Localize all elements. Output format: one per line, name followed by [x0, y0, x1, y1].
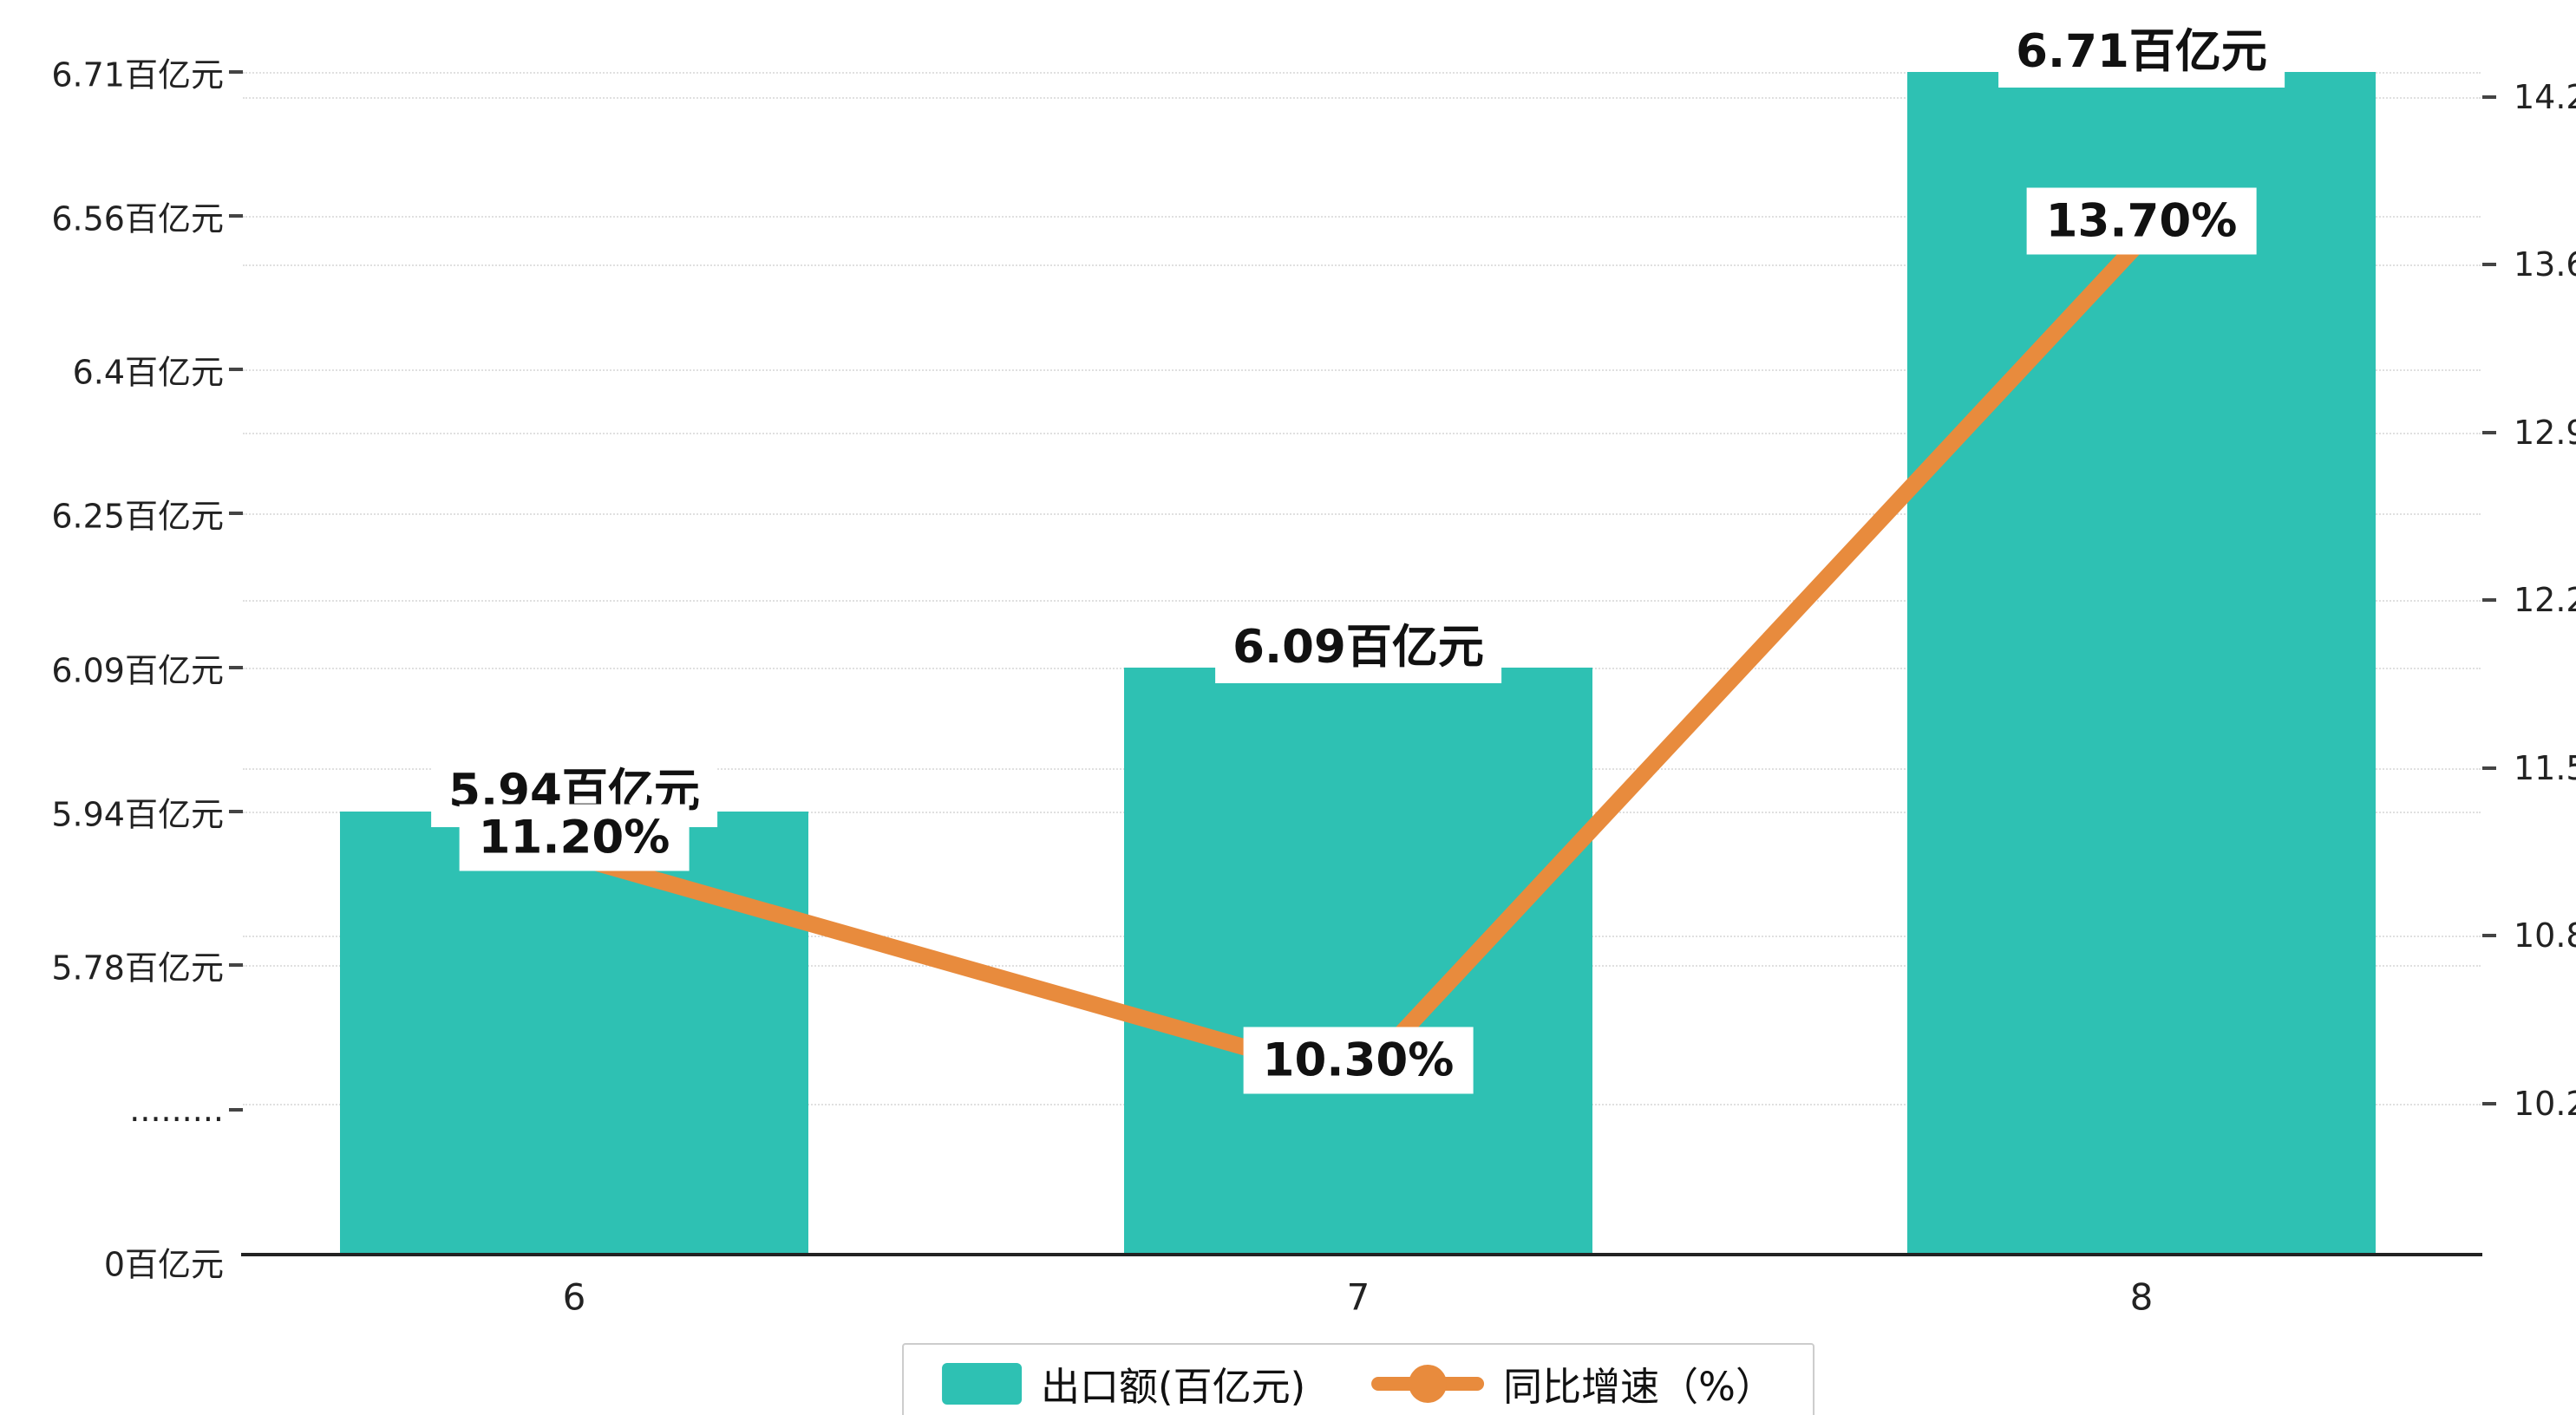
legend-line-marker-icon	[1371, 1364, 1485, 1403]
export-bar	[1124, 668, 1592, 1255]
left-axis-tick-label: 6.4百亿元	[72, 353, 224, 392]
export-bar	[1907, 72, 2376, 1255]
left-axis-tick-mark	[229, 1108, 243, 1112]
x-axis-tick-label: 8	[2129, 1275, 2154, 1319]
right-axis-tick-label: 11.56	[2514, 749, 2576, 787]
left-axis-tick-mark	[229, 70, 243, 74]
left-axis-tick-mark	[229, 666, 243, 669]
gridline	[243, 369, 2481, 371]
x-axis-tick-label: 6	[562, 1275, 586, 1319]
left-axis-tick-mark	[229, 810, 243, 813]
right-axis-tick-mark	[2482, 431, 2496, 434]
left-axis-tick-mark	[229, 512, 243, 515]
gridline	[243, 264, 2481, 266]
right-axis-tick-label: 13.60	[2514, 245, 2576, 284]
gridline	[243, 216, 2481, 218]
gridline	[243, 433, 2481, 434]
gridline	[243, 600, 2481, 602]
legend-line-dot-icon	[1409, 1364, 1448, 1403]
right-axis-tick-mark	[2482, 95, 2496, 99]
legend-label-growth: 同比增速（%）	[1503, 1364, 1775, 1410]
left-axis-tick-label: 6.09百亿元	[51, 651, 224, 690]
legend-item-growth[interactable]: 同比增速（%）	[1371, 1355, 1775, 1412]
left-axis-tick-mark	[229, 963, 243, 967]
left-axis-tick-label: .........	[129, 1091, 224, 1129]
legend-bar-swatch-icon	[942, 1362, 1023, 1405]
bar-value-label: 6.71百亿元	[1998, 8, 2285, 88]
right-axis-tick-label: 12.24	[2514, 581, 2576, 619]
right-axis-tick-mark	[2482, 598, 2496, 602]
gridline	[243, 97, 2481, 99]
left-axis-tick-label: 6.56百亿元	[51, 199, 224, 238]
right-axis-tick-label: 14.28	[2514, 78, 2576, 116]
legend-item-export[interactable]: 出口额(百亿元)	[942, 1355, 1305, 1412]
growth-value-label: 11.20%	[459, 804, 690, 871]
growth-value-label: 13.70%	[2026, 187, 2257, 255]
left-axis-tick-label: 5.94百亿元	[51, 795, 224, 834]
growth-value-label: 10.30%	[1243, 1027, 1474, 1094]
legend-label-export: 出口额(百亿元)	[1041, 1364, 1306, 1410]
left-axis-tick-label: 6.25百亿元	[51, 497, 224, 536]
right-axis-tick-mark	[2482, 934, 2496, 937]
left-axis-tick-label: 5.78百亿元	[51, 949, 224, 988]
left-axis-tick-label: 6.71百亿元	[51, 55, 224, 95]
right-axis-tick-mark	[2482, 263, 2496, 266]
right-axis-tick-mark	[2482, 1102, 2496, 1105]
right-axis-tick-label: 10.20	[2514, 1085, 2576, 1123]
left-axis-tick-label: 0百亿元	[103, 1245, 224, 1284]
left-axis-tick-mark	[229, 214, 243, 218]
export-bar	[340, 812, 808, 1255]
x-axis-tick-label: 7	[1346, 1275, 1370, 1319]
right-axis-tick-mark	[2482, 766, 2496, 770]
left-axis-tick-mark	[229, 368, 243, 371]
gridline	[243, 72, 2481, 74]
gridline	[243, 513, 2481, 515]
right-axis-tick-label: 12.92	[2514, 414, 2576, 452]
x-axis-line	[241, 1253, 2482, 1256]
right-axis-tick-label: 10.88	[2514, 916, 2576, 955]
legend: 出口额(百亿元) 同比增速（%）	[902, 1343, 1814, 1415]
bar-value-label: 6.09百亿元	[1215, 603, 1501, 683]
